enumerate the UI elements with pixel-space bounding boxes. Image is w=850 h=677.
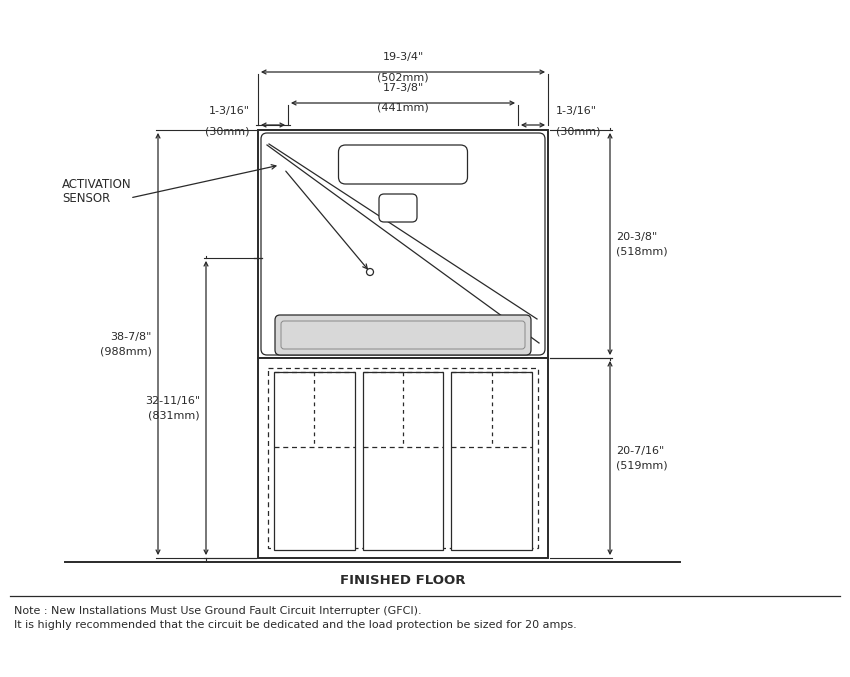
Bar	[258, 130, 548, 358]
Text: SENSOR: SENSOR	[62, 192, 110, 205]
Text: ACTIVATION: ACTIVATION	[62, 178, 132, 191]
Text: 20-3/8": 20-3/8"	[616, 232, 657, 242]
Text: (988mm): (988mm)	[100, 346, 152, 356]
Text: (518mm): (518mm)	[616, 246, 667, 256]
Text: 20-7/16": 20-7/16"	[616, 446, 664, 456]
FancyBboxPatch shape	[261, 133, 545, 355]
Text: 17-3/8": 17-3/8"	[382, 83, 423, 93]
Text: 19-3/4": 19-3/4"	[382, 52, 423, 62]
Text: (831mm): (831mm)	[149, 410, 200, 420]
Text: 1-3/16": 1-3/16"	[556, 106, 597, 116]
Text: FINISHED FLOOR: FINISHED FLOOR	[340, 574, 466, 587]
Text: (519mm): (519mm)	[616, 460, 667, 470]
Text: It is highly recommended that the circuit be dedicated and the load protection b: It is highly recommended that the circui…	[14, 620, 577, 630]
Text: (30mm): (30mm)	[556, 126, 600, 136]
Text: 32-11/16": 32-11/16"	[144, 396, 200, 406]
Bar	[258, 358, 548, 558]
Text: (441mm): (441mm)	[377, 103, 429, 113]
Text: (502mm): (502mm)	[377, 72, 428, 82]
FancyBboxPatch shape	[379, 194, 417, 222]
Bar	[274, 372, 354, 550]
Circle shape	[366, 269, 373, 276]
FancyBboxPatch shape	[338, 145, 468, 184]
Bar	[268, 368, 538, 548]
Text: Note : New Installations Must Use Ground Fault Circuit Interrupter (GFCI).: Note : New Installations Must Use Ground…	[14, 606, 422, 616]
Bar	[363, 372, 444, 550]
Text: (30mm): (30mm)	[206, 126, 250, 136]
FancyBboxPatch shape	[275, 315, 531, 355]
Text: 38-7/8": 38-7/8"	[110, 332, 152, 342]
Text: 1-3/16": 1-3/16"	[209, 106, 250, 116]
Bar	[451, 372, 532, 550]
